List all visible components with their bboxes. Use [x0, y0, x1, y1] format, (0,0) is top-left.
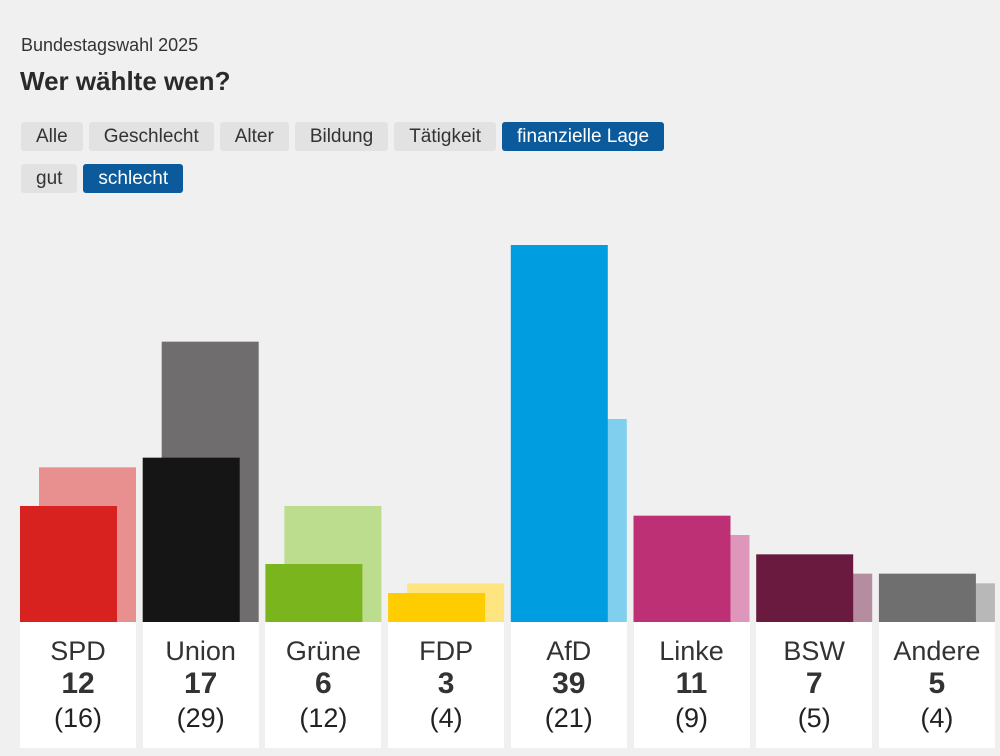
party-panel: Linke 11 (9)	[633, 622, 750, 748]
party-name: Andere	[893, 636, 981, 666]
previous-value-label: (4)	[429, 703, 463, 733]
bar-union	[142, 457, 240, 622]
party-panel: FDP 3 (4)	[388, 622, 505, 748]
bar-grüne	[265, 564, 363, 622]
previous-value-label: (29)	[176, 703, 225, 733]
party-panel: Union 17 (29)	[142, 622, 259, 748]
previous-value-label: (9)	[675, 703, 708, 733]
value-label: 6	[315, 667, 332, 700]
tab-alter[interactable]: Alter	[219, 122, 289, 151]
category-tabs: Alle Geschlecht Alter Bildung Tätigkeit finan…	[21, 122, 665, 151]
value-label: 39	[552, 667, 586, 700]
tab-geschlecht[interactable]: Geschlecht	[88, 122, 214, 151]
previous-value-label: (16)	[53, 703, 102, 733]
party-name: Grüne	[285, 636, 361, 666]
party-panel: AfD 39 (21)	[510, 622, 627, 748]
party-panel: Grüne 6 (12)	[265, 622, 382, 748]
subtab-schlecht[interactable]: schlecht	[83, 164, 184, 193]
party-panel: SPD 12 (16)	[20, 622, 136, 748]
tab-alle[interactable]: Alle	[21, 122, 83, 151]
subcategory-tabs: gut schlecht	[21, 164, 184, 193]
page-title: Wer wählte wen?	[20, 66, 231, 96]
party-name: Linke	[659, 636, 724, 666]
party-name: AfD	[546, 636, 592, 666]
party-name: Union	[165, 636, 236, 666]
value-label: 11	[675, 667, 708, 700]
subtitle: Bundestagswahl 2025	[21, 35, 199, 55]
bar-linke	[633, 515, 731, 622]
tab-bildung[interactable]: Bildung	[294, 122, 389, 151]
bar-afd	[510, 245, 608, 622]
value-label: 12	[61, 667, 95, 700]
previous-value-label: (4)	[920, 703, 954, 733]
previous-value-label: (5)	[797, 703, 831, 733]
tab-finanzielle-lage[interactable]: finanzielle Lage	[502, 122, 665, 151]
tab-tätigkeit[interactable]: Tätigkeit	[394, 122, 497, 151]
party-name: SPD	[50, 636, 106, 666]
previous-value-label: (12)	[299, 703, 348, 733]
party-name: FDP	[419, 636, 474, 666]
bar-andere	[878, 573, 976, 622]
bar-bsw	[756, 554, 854, 622]
value-label: 17	[184, 667, 218, 700]
bar-spd	[20, 506, 117, 622]
party-panel: Andere 5 (4)	[878, 622, 995, 748]
bar-fdp	[388, 593, 486, 622]
value-label: 3	[437, 667, 455, 700]
previous-value-label: (21)	[544, 703, 593, 733]
subtab-gut[interactable]: gut	[21, 164, 78, 193]
value-label: 5	[928, 667, 946, 700]
party-name: BSW	[783, 636, 845, 666]
party-panel: BSW 7 (5)	[756, 622, 873, 748]
value-label: 7	[805, 667, 823, 700]
